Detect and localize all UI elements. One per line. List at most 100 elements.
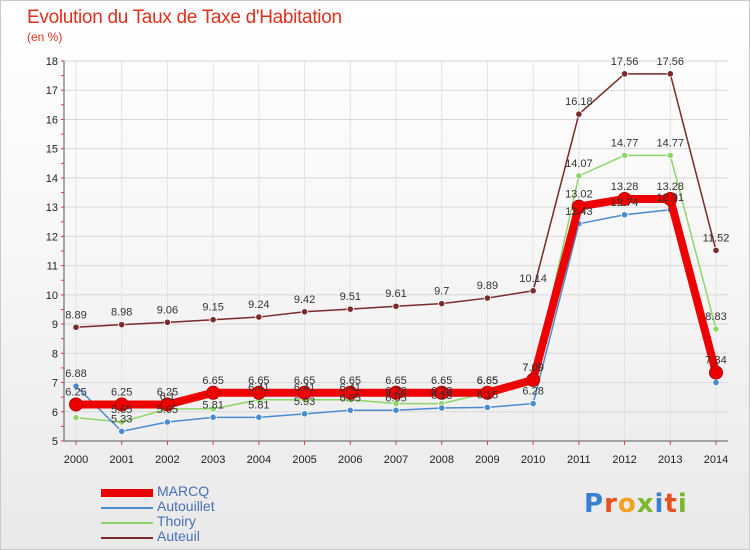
data-label-thoiry: 8.83 (705, 311, 726, 323)
data-point-autouillet (438, 404, 446, 412)
data-point-auteuil (346, 305, 354, 313)
legend-label: Thoiry (157, 513, 196, 529)
proxiti-logo: Proxiti (584, 489, 688, 519)
data-point-auteuil (483, 294, 492, 302)
data-point-marcq (69, 397, 83, 412)
x-tick-label: 2013 (658, 454, 682, 466)
data-label-thoiry: 6.41 (294, 382, 315, 394)
x-tick-label: 2002 (155, 454, 179, 466)
data-point-autouillet (72, 382, 80, 390)
data-point-autouillet (483, 403, 492, 411)
data-point-autouillet (346, 406, 354, 414)
data-label-marcq: 7.34 (705, 355, 726, 367)
data-point-auteuil (575, 110, 583, 118)
y-tick-label: 8 (52, 348, 58, 360)
data-label-auteuil: 9.42 (294, 294, 315, 306)
y-tick-label: 7 (52, 378, 58, 390)
y-tick-label: 16 (46, 114, 58, 126)
data-label-auteuil: 9.06 (157, 304, 178, 316)
data-point-marcq (663, 191, 678, 206)
y-tick-label: 14 (46, 173, 58, 185)
data-label-autouillet: 6.13 (431, 390, 452, 402)
data-point-autouillet (392, 406, 400, 414)
x-tick-label: 2001 (109, 454, 133, 466)
y-tick-label: 10 (46, 290, 58, 302)
data-label-marcq: 6.65 (248, 375, 269, 387)
x-tick-label: 2004 (247, 454, 271, 466)
x-tick-label: 2008 (429, 454, 453, 466)
data-label-auteuil: 8.98 (111, 307, 132, 319)
x-tick-label: 2010 (521, 454, 545, 466)
data-label-autouillet: 6.28 (522, 386, 543, 398)
logo-letter: o (617, 489, 637, 519)
data-label-marcq: 6.25 (111, 386, 132, 398)
data-point-thoiry (712, 325, 720, 333)
data-label-autouillet: 12.91 (657, 192, 685, 204)
data-label-auteuil: 9.7 (434, 286, 449, 298)
data-point-autouillet (163, 418, 172, 426)
data-label-auteuil: 9.61 (385, 288, 406, 300)
legend-label: Autouillet (157, 498, 215, 514)
data-point-auteuil (620, 70, 629, 78)
logo-letter: r (604, 489, 618, 519)
data-label-thoiry: 6.41 (248, 382, 269, 394)
data-point-auteuil (529, 287, 537, 295)
data-point-marcq (389, 385, 403, 400)
legend-item-autouillet: Autouillet (101, 498, 301, 515)
data-label-autouillet: 12.43 (565, 206, 593, 218)
x-tick-label: 2000 (64, 454, 88, 466)
x-tick-label: 2003 (201, 454, 225, 466)
data-point-marcq (617, 191, 632, 206)
logo-letter: i (654, 489, 665, 519)
data-label-marcq: 6.65 (477, 375, 498, 387)
data-label-thoiry: 6.28 (385, 386, 406, 398)
data-point-autouillet (529, 399, 537, 408)
data-label-thoiry: 5.65 (111, 404, 132, 416)
data-label-thoiry: 7.09 (522, 362, 543, 374)
y-tick-label: 5 (52, 436, 58, 448)
data-point-thoiry (666, 151, 674, 160)
data-point-thoiry (118, 418, 126, 426)
data-point-auteuil (392, 302, 400, 310)
y-tick-label: 18 (46, 56, 58, 68)
data-point-auteuil (118, 321, 126, 329)
data-point-marcq (160, 397, 175, 412)
x-tick-label: 2011 (567, 454, 591, 466)
x-tick-label: 2007 (384, 454, 408, 466)
data-label-auteuil: 8.89 (65, 309, 86, 321)
data-label-thoiry: 6.41 (340, 382, 361, 394)
legend-item-auteuil: Auteuil (101, 528, 301, 545)
data-label-marcq: 13.02 (565, 189, 593, 201)
data-label-auteuil: 9.24 (248, 299, 269, 311)
x-tick-label: 2009 (475, 454, 499, 466)
y-tick-label: 15 (46, 144, 58, 156)
legend-label: MARCQ (157, 483, 210, 499)
data-label-marcq: 7.09 (522, 362, 543, 374)
logo-letter: t (664, 489, 678, 519)
data-label-auteuil: 11.52 (703, 232, 730, 244)
data-label-thoiry: 6.1 (160, 391, 175, 403)
x-tick-label: 2006 (338, 454, 362, 466)
logo-letter: x (636, 489, 655, 519)
data-label-thoiry: 6.65 (477, 375, 498, 387)
y-tick-label: 11 (47, 261, 58, 273)
data-point-auteuil (255, 313, 263, 321)
data-label-marcq: 6.65 (294, 375, 315, 387)
data-point-marcq (297, 385, 312, 400)
legend-item-marcq: MARCQ (101, 483, 301, 500)
data-point-marcq (480, 385, 495, 400)
data-label-auteuil: 9.15 (202, 302, 223, 314)
y-tick-label: 17 (46, 85, 58, 97)
data-point-auteuil (209, 316, 217, 324)
legend-label: Auteuil (157, 528, 200, 544)
legend-swatch (101, 537, 153, 539)
data-point-autouillet (209, 413, 217, 421)
data-point-autouillet (300, 410, 309, 418)
data-label-auteuil: 9.51 (340, 291, 361, 303)
data-label-autouillet: 6.88 (65, 368, 86, 380)
data-label-autouillet: 12.74 (611, 197, 639, 209)
data-label-marcq: 6.65 (431, 375, 452, 387)
data-point-marcq (571, 199, 586, 214)
